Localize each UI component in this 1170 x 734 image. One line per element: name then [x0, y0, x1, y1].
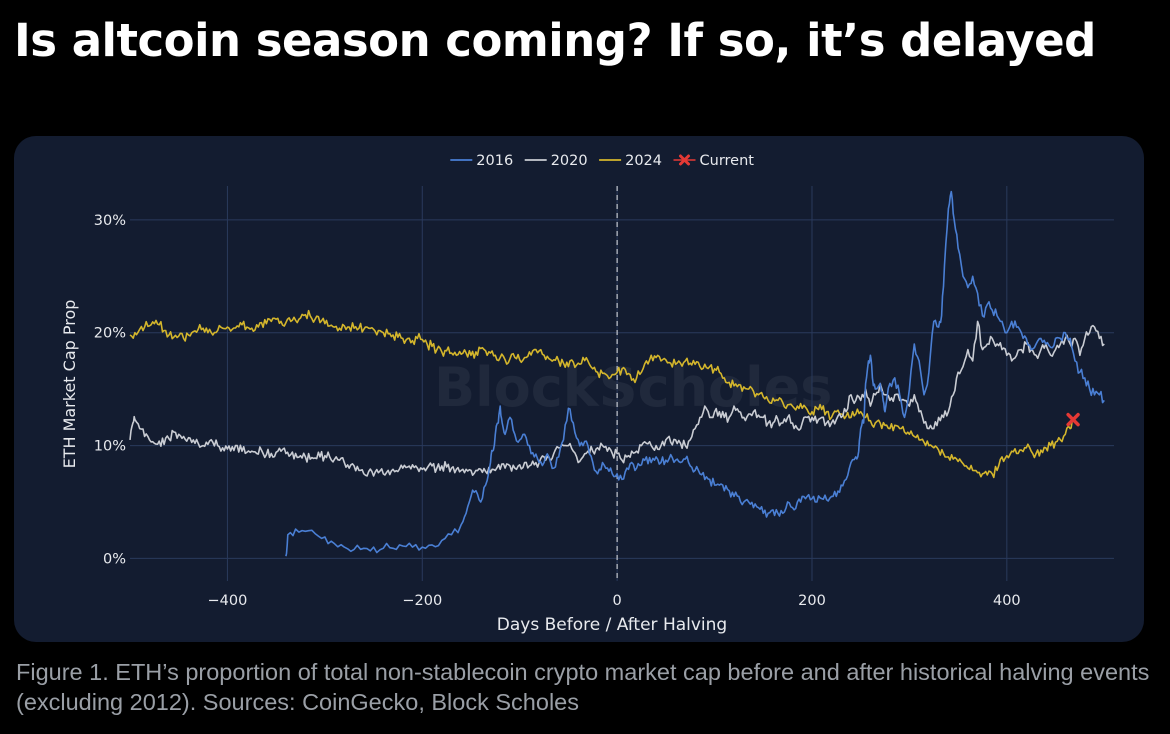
series-line-2020: [129, 320, 1105, 477]
x-tick-label: −200: [402, 593, 442, 609]
x-tick-label: 200: [798, 593, 826, 609]
x-axis-label: Days Before / After Halving: [497, 615, 727, 635]
legend-item-2016[interactable]: 2016: [450, 153, 513, 169]
legend-item-2024[interactable]: 2024: [599, 153, 662, 169]
legend-item-2020[interactable]: 2020: [524, 153, 588, 169]
axis-ticks: −400 −200 0 200 400 0% 10% 20% 30%: [94, 213, 1021, 609]
headline: Is altcoin season coming? If so, it’s de…: [14, 14, 1096, 67]
current-marker: [1066, 412, 1080, 427]
x-tick-label: 0: [613, 593, 622, 609]
y-tick-label: 30%: [94, 213, 126, 229]
legend-x-icon: [679, 154, 690, 166]
legend-label: 2024: [625, 153, 662, 169]
series-lines: [129, 190, 1105, 557]
legend-item-Current[interactable]: Current: [673, 153, 755, 169]
y-axis-label: ETH Market Cap Prop: [60, 300, 79, 469]
y-tick-label: 10%: [94, 439, 126, 455]
legend-label: 2016: [476, 153, 513, 169]
y-tick-label: 20%: [94, 326, 126, 342]
chart-svg: BlockScholes −400 −200 0 200 4000%10%20%30% …: [60, 153, 1114, 635]
watermark: BlockScholes: [434, 356, 832, 419]
legend-label: 2020: [551, 153, 588, 169]
legend-label: Current: [700, 153, 755, 169]
figure-caption: Figure 1. ETH’s proportion of total non-…: [16, 659, 1150, 715]
series-line-2016: [285, 190, 1105, 557]
y-tick-label: 0%: [103, 551, 126, 567]
chart-card: BlockScholes −400 −200 0 200 400 0% 10% 20% 30% …: [14, 136, 1144, 642]
x-tick-label: −400: [208, 593, 248, 609]
x-tick-label: 400: [993, 593, 1021, 609]
legend[interactable]: 2016 2020 2024 Current: [450, 153, 754, 169]
series-line-2024: [129, 309, 1074, 479]
